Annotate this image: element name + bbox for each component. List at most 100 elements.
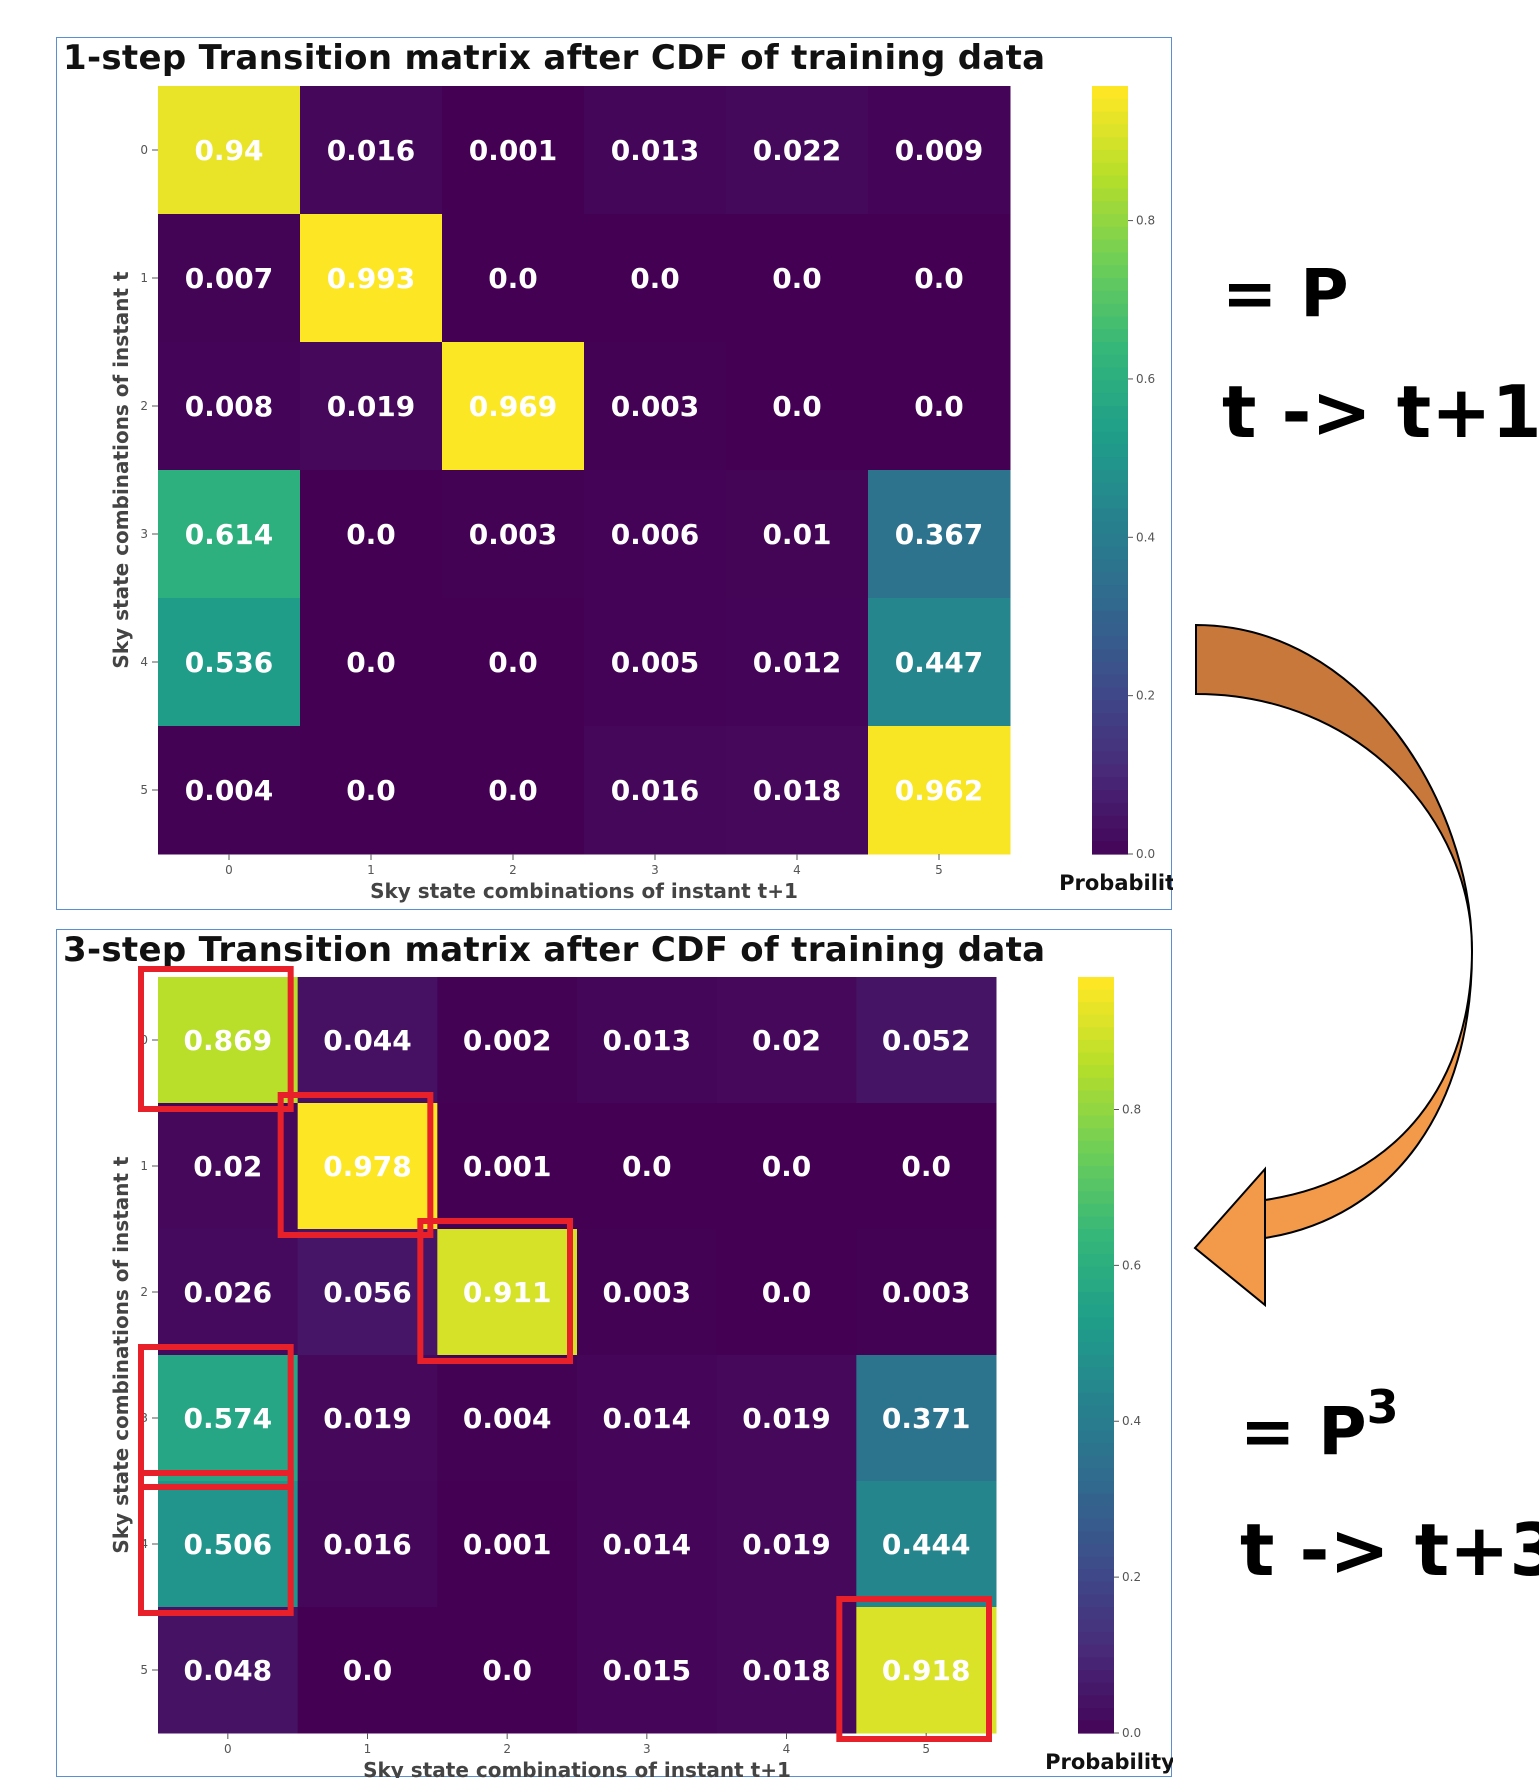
heatmap-cell	[158, 1103, 299, 1230]
cell-value-label: 0.0	[346, 774, 396, 807]
cell-value-label: 0.014	[603, 1528, 692, 1561]
x-tick-label: 5	[935, 863, 943, 877]
heatmap-cell	[584, 598, 727, 727]
heatmap-cell	[577, 1481, 718, 1608]
heatmap-cell	[437, 1607, 578, 1734]
colorbar-tick-label: 0.8	[1122, 1102, 1141, 1116]
colorbar-segment	[1092, 380, 1128, 394]
cell-value-label: 0.019	[323, 1402, 412, 1435]
x-tick-label: 0	[225, 863, 233, 877]
heatmap-cell	[437, 1229, 578, 1356]
colorbar-segment	[1092, 482, 1128, 497]
colorbar-segment	[1078, 1040, 1114, 1054]
highlight-box	[277, 1092, 434, 1238]
cell-value-label: 0.506	[184, 1528, 273, 1561]
cell-value-label: 0.02	[752, 1024, 821, 1057]
heatmap-cell	[716, 977, 857, 1104]
colorbar-segment	[1092, 508, 1128, 522]
heatmap-cell	[856, 977, 997, 1104]
colorbar-segment	[1078, 989, 1114, 1003]
colorbar-segment	[1092, 636, 1128, 650]
x-tick-label: 5	[922, 1742, 930, 1756]
colorbar-segment	[1078, 1304, 1114, 1318]
colorbar-segment	[1078, 1065, 1114, 1079]
cell-value-label: 0.003	[603, 1276, 692, 1309]
heatmap-cell	[442, 598, 585, 727]
heatmap-cell	[300, 86, 443, 215]
colorbar-segment	[1078, 1191, 1114, 1205]
heatmap-cell	[158, 342, 301, 471]
cell-value-label: 0.044	[323, 1024, 412, 1057]
colorbar-tick-label: 0.4	[1136, 530, 1155, 544]
colorbar-segment	[1092, 700, 1128, 714]
colorbar-segment	[1092, 495, 1128, 509]
cell-value-label: 0.048	[184, 1654, 273, 1687]
heatmap-cell	[726, 342, 869, 471]
cell-value-label: 0.447	[895, 646, 984, 679]
colorbar-segment	[1092, 649, 1128, 663]
colorbar-segment	[1092, 828, 1128, 842]
heatmap-cell	[297, 1481, 438, 1608]
cell-value-label: 0.003	[611, 390, 700, 423]
heatmap-cell	[868, 342, 1011, 471]
colorbar-segment	[1078, 1052, 1114, 1066]
cell-value-label: 0.02	[193, 1150, 262, 1183]
y-tick-label: 1	[140, 271, 148, 285]
colorbar-segment	[1078, 1292, 1114, 1306]
cell-value-label: 0.614	[185, 518, 274, 551]
heatmap-panel-1step: 1-step Transition matrix after CDF of tr…	[56, 37, 1173, 910]
colorbar-segment	[1078, 1002, 1114, 1016]
p3-base: = P	[1240, 1393, 1367, 1470]
highlight-box	[138, 966, 294, 1112]
x-axis-label: Sky state combinations of instant t+1	[370, 879, 798, 903]
colorbar-segment	[1078, 1014, 1114, 1028]
colorbar-segment	[1092, 290, 1128, 305]
heatmap-cell	[158, 214, 301, 343]
colorbar-segment	[1078, 1140, 1114, 1154]
heatmap-cell	[856, 1229, 997, 1356]
colorbar-label: Probability	[1045, 1750, 1173, 1774]
heatmap-cell	[726, 470, 869, 599]
colorbar-segment	[1092, 841, 1128, 855]
heatmap-cell	[726, 86, 869, 215]
cell-value-label: 0.009	[895, 134, 984, 167]
heatmap-cell	[584, 214, 727, 343]
colorbar-segment	[1092, 316, 1128, 330]
cell-value-label: 0.001	[463, 1150, 552, 1183]
cell-value-label: 0.003	[882, 1276, 971, 1309]
cell-value-label: 0.869	[184, 1024, 273, 1057]
colorbar-segment	[1078, 1103, 1114, 1117]
cell-value-label: 0.536	[185, 646, 274, 679]
cell-value-label: 0.008	[185, 390, 274, 423]
y-tick-label: 5	[140, 783, 148, 797]
colorbar-segment	[1078, 1128, 1114, 1142]
colorbar-tick-label: 0.8	[1136, 214, 1155, 228]
colorbar-segment	[1092, 418, 1128, 433]
cell-value-label: 0.001	[469, 134, 558, 167]
cell-value-label: 0.013	[603, 1024, 692, 1057]
cell-value-label: 0.0	[901, 1150, 951, 1183]
colorbar-segment	[1092, 790, 1128, 804]
cell-value-label: 0.911	[463, 1276, 552, 1309]
colorbar-segment	[1092, 713, 1128, 727]
colorbar-segment	[1078, 1090, 1114, 1104]
colorbar-segment	[1092, 252, 1128, 266]
cell-value-label: 0.019	[742, 1528, 831, 1561]
heatmap-cell	[856, 1355, 997, 1482]
colorbar-segment	[1078, 1077, 1114, 1091]
heatmap-cell	[726, 214, 869, 343]
colorbar-tick-label: 0.0	[1136, 847, 1155, 861]
colorbar-segment	[1092, 86, 1128, 100]
heatmap-cell	[300, 470, 443, 599]
colorbar-segment	[1078, 1266, 1114, 1280]
heatmap-cell	[297, 1355, 438, 1482]
colorbar-segment	[1092, 239, 1128, 253]
heatmap-panel-3step: 3-step Transition matrix after CDF of tr…	[56, 929, 1173, 1778]
colorbar-segment	[1078, 1506, 1114, 1520]
colorbar-segment	[1078, 1670, 1114, 1684]
colorbar-segment	[1092, 738, 1128, 753]
heatmap-cell	[297, 1229, 438, 1356]
colorbar-segment	[1078, 1607, 1114, 1621]
cell-value-label: 0.0	[914, 262, 964, 295]
x-tick-label: 4	[793, 863, 801, 877]
